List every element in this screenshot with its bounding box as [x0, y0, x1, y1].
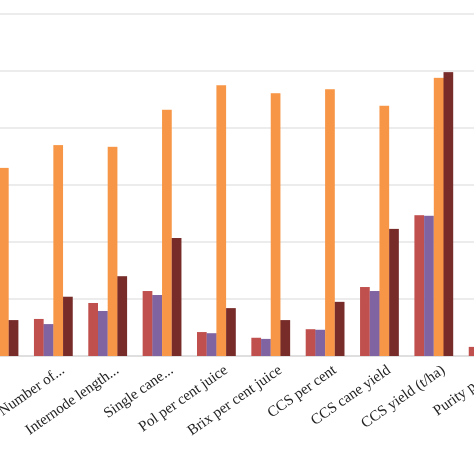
bar	[43, 324, 54, 356]
bar	[98, 310, 108, 356]
bar	[162, 109, 172, 356]
bar	[251, 337, 262, 356]
bar	[63, 296, 73, 356]
bar	[334, 301, 345, 356]
bar	[197, 332, 207, 356]
bar	[261, 338, 271, 356]
bar	[88, 302, 98, 356]
bar	[8, 320, 19, 356]
x-tick-label: Brix per cent juice	[185, 362, 286, 439]
bar	[369, 291, 380, 356]
bar	[53, 145, 64, 356]
bar	[468, 346, 474, 356]
bar	[414, 215, 425, 356]
bar	[226, 308, 236, 356]
bar	[443, 72, 454, 356]
bar	[142, 291, 153, 356]
bar	[315, 329, 326, 356]
bar	[171, 238, 182, 356]
bar	[360, 287, 370, 356]
x-tick-label: Internode length...	[23, 362, 122, 438]
bar	[389, 228, 399, 356]
bar	[107, 146, 118, 356]
bar	[305, 329, 316, 356]
bar	[424, 215, 434, 356]
bar	[0, 167, 9, 356]
bar	[117, 276, 128, 356]
bar	[379, 105, 390, 357]
bar	[33, 318, 44, 356]
bar	[206, 333, 217, 356]
bar	[280, 320, 291, 356]
bar	[433, 77, 444, 356]
bar	[152, 295, 163, 356]
bar	[325, 89, 335, 357]
bar	[216, 85, 227, 356]
bar	[270, 93, 281, 356]
